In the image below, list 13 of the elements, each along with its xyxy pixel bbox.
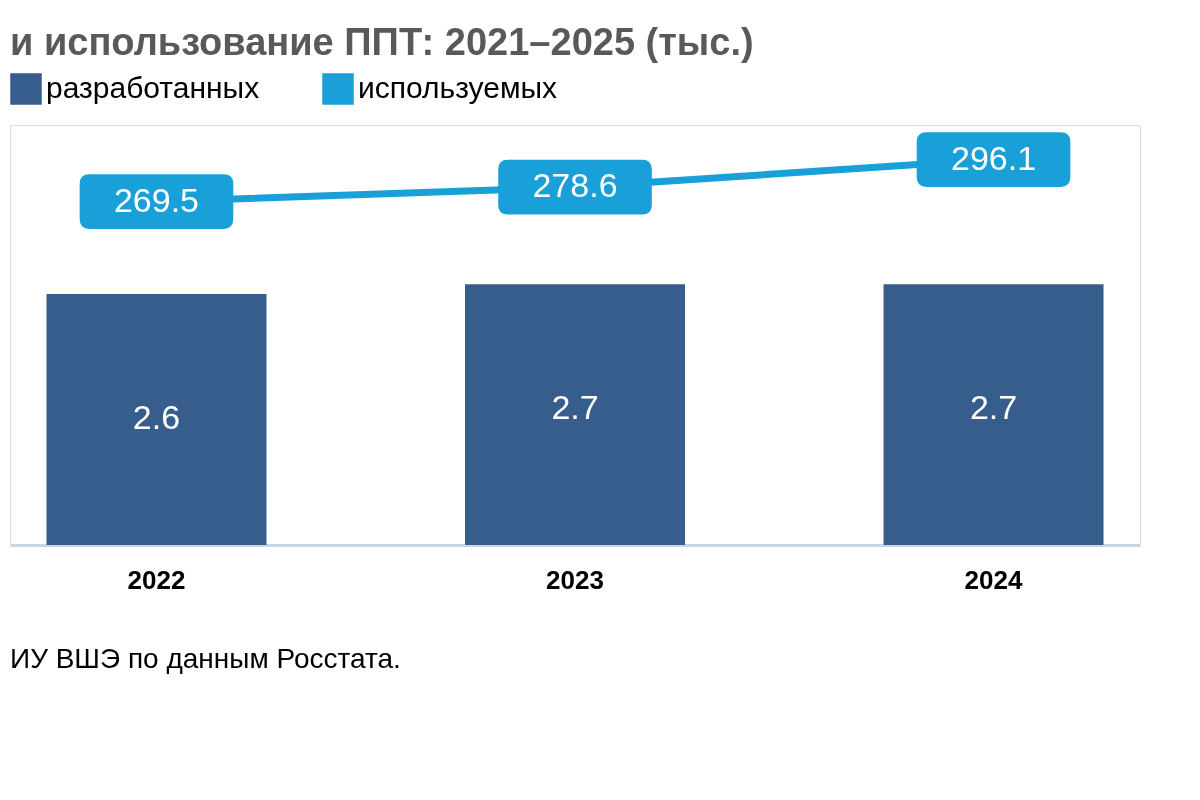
data-label: 2.6 — [132, 397, 181, 436]
x-tick-label: 2024 — [964, 564, 1023, 595]
x-tick-label: 2022 — [127, 564, 186, 595]
x-tick-label: 2023 — [546, 564, 604, 595]
data-label: 278.6 — [532, 166, 618, 205]
data-label: 269.5 — [113, 180, 200, 219]
data-label: 2.7 — [551, 388, 599, 427]
legend-label: используемых — [358, 71, 558, 104]
text: ИУ ВШЭ по данным Росстата. — [10, 643, 401, 674]
data-label: 2.7 — [969, 388, 1018, 427]
chart-title: и использование ППТ: 2021–2025 (тыс.) — [10, 21, 754, 63]
data-label: 296.1 — [950, 138, 1037, 177]
legend-label: разработанных — [46, 71, 260, 104]
